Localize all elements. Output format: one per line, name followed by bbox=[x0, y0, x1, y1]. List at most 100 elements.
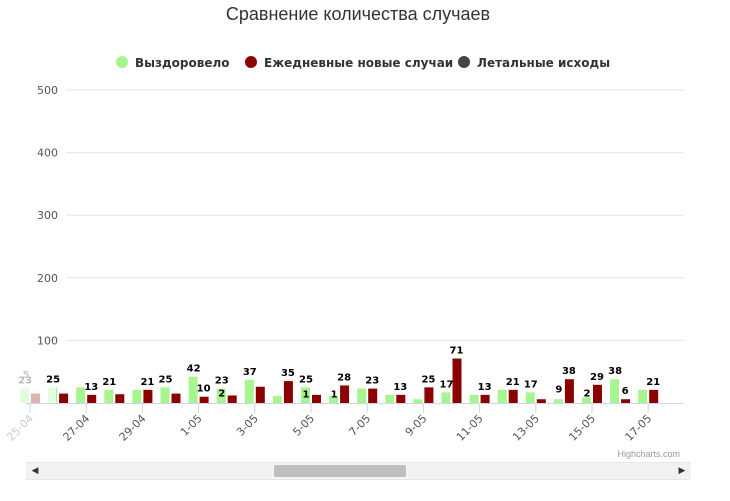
x-tick-label: 29-04 bbox=[117, 412, 149, 444]
bar-new-cases[interactable] bbox=[452, 358, 462, 403]
bar-new-cases[interactable] bbox=[199, 396, 209, 403]
data-label: 28 bbox=[337, 372, 351, 383]
data-label: 25 bbox=[421, 374, 435, 385]
data-label: 25 bbox=[299, 374, 313, 385]
y-tick-label: 400 bbox=[37, 147, 58, 160]
data-label: 35 bbox=[281, 368, 295, 379]
data-label: 23 bbox=[18, 376, 32, 387]
bar-recovered[interactable] bbox=[441, 392, 451, 403]
data-label: 9 bbox=[555, 384, 562, 395]
legend-label-deaths: Летальные исходы bbox=[477, 56, 610, 70]
data-label: 13 bbox=[84, 382, 98, 393]
scrollbar[interactable]: ◀ ▶ bbox=[26, 462, 691, 480]
data-label: 38 bbox=[608, 366, 622, 377]
data-label: 10 bbox=[197, 384, 211, 395]
bar-recovered[interactable] bbox=[76, 387, 86, 403]
legend-label-new-cases: Ежедневные новые случаи bbox=[264, 56, 453, 70]
data-label: 1 bbox=[303, 389, 310, 400]
bar-recovered[interactable] bbox=[525, 392, 535, 403]
bar-new-cases[interactable] bbox=[480, 394, 490, 403]
bar-new-cases[interactable] bbox=[59, 393, 69, 403]
legend-symbol-new-cases bbox=[245, 56, 257, 68]
data-label: 17 bbox=[440, 379, 454, 390]
bar-recovered[interactable] bbox=[160, 387, 170, 403]
bar-new-cases[interactable] bbox=[649, 389, 659, 403]
bar-new-cases[interactable] bbox=[87, 394, 97, 403]
bar-recovered[interactable] bbox=[610, 379, 620, 403]
bar-recovered[interactable] bbox=[244, 379, 254, 403]
scrollbar-thumb[interactable] bbox=[274, 465, 406, 477]
bar-recovered[interactable] bbox=[216, 388, 226, 403]
bar-new-cases[interactable] bbox=[283, 381, 293, 403]
data-label: 13 bbox=[478, 382, 492, 393]
data-label: 23 bbox=[365, 376, 379, 387]
bar-recovered[interactable] bbox=[188, 376, 198, 403]
plot-area bbox=[20, 358, 659, 440]
data-label: 6 bbox=[622, 386, 629, 397]
bar-recovered[interactable] bbox=[357, 388, 367, 403]
x-tick-label: 11-05 bbox=[454, 412, 486, 444]
data-label: 21 bbox=[140, 377, 154, 388]
data-label: 37 bbox=[243, 367, 257, 378]
data-label: 25 bbox=[159, 374, 173, 385]
bar-recovered[interactable] bbox=[132, 389, 142, 403]
bar-recovered[interactable] bbox=[553, 399, 563, 403]
bar-recovered[interactable] bbox=[272, 396, 282, 403]
data-label: 17 bbox=[524, 379, 538, 390]
data-label: 25 bbox=[46, 374, 60, 385]
bar-new-cases[interactable] bbox=[424, 387, 434, 403]
scroll-right-arrow-icon[interactable]: ▶ bbox=[678, 466, 686, 476]
data-label: 71 bbox=[450, 346, 464, 357]
data-label: 1 bbox=[331, 389, 338, 400]
bar-new-cases[interactable] bbox=[368, 388, 378, 403]
bar-new-cases[interactable] bbox=[312, 394, 321, 403]
legend-item-new-cases[interactable]: Ежедневные новые случаи bbox=[245, 56, 453, 70]
x-tick-label: 17-05 bbox=[623, 412, 655, 444]
legend-symbol-recovered bbox=[116, 56, 128, 68]
bar-new-cases[interactable] bbox=[621, 399, 631, 403]
credits[interactable]: Highcharts.com bbox=[617, 449, 680, 459]
bar-new-cases[interactable] bbox=[564, 379, 574, 403]
data-label: 38 bbox=[562, 366, 576, 377]
legend-item-deaths[interactable]: Летальные исходы bbox=[458, 56, 610, 70]
bar-recovered[interactable] bbox=[582, 397, 591, 403]
data-label: 5 bbox=[23, 370, 30, 381]
chart-title: Сравнение количества случаев bbox=[226, 4, 490, 24]
bar-recovered[interactable] bbox=[469, 394, 479, 403]
data-label: 42 bbox=[187, 364, 201, 375]
bar-new-cases[interactable] bbox=[593, 384, 602, 403]
bar-new-cases[interactable] bbox=[227, 395, 237, 403]
bar-recovered[interactable] bbox=[301, 387, 310, 403]
bar-recovered[interactable] bbox=[413, 399, 423, 403]
bar-new-cases[interactable] bbox=[255, 386, 265, 403]
data-label: 13 bbox=[393, 382, 407, 393]
bar-new-cases[interactable] bbox=[115, 394, 125, 403]
scroll-left-arrow-icon[interactable]: ◀ bbox=[31, 466, 39, 476]
bar-new-cases[interactable] bbox=[340, 385, 350, 403]
bar-new-cases[interactable] bbox=[536, 399, 546, 403]
bar-new-cases[interactable] bbox=[143, 389, 153, 403]
y-tick-label: 300 bbox=[37, 209, 58, 222]
data-label: 21 bbox=[506, 377, 520, 388]
x-tick-label: 1-05 bbox=[178, 412, 205, 439]
bar-recovered[interactable] bbox=[104, 389, 114, 403]
legend[interactable]: Выздоровело Ежедневные новые случаи Лета… bbox=[116, 56, 610, 70]
bar-recovered[interactable] bbox=[638, 389, 648, 403]
data-label: 2 bbox=[584, 389, 591, 400]
x-tick-label: 9-05 bbox=[403, 412, 430, 439]
bar-recovered[interactable] bbox=[497, 389, 507, 403]
x-tick-label: 15-05 bbox=[566, 412, 598, 444]
x-tick-label: 27-04 bbox=[61, 412, 93, 444]
bar-new-cases[interactable] bbox=[171, 393, 181, 403]
x-tick-label: 7-05 bbox=[346, 412, 373, 439]
data-label: 21 bbox=[102, 377, 116, 388]
bar-recovered[interactable] bbox=[329, 396, 339, 403]
legend-item-recovered[interactable]: Выздоровело bbox=[116, 56, 230, 70]
legend-label-recovered: Выздоровело bbox=[135, 56, 230, 70]
bar-new-cases[interactable] bbox=[396, 394, 406, 403]
bar-new-cases[interactable] bbox=[508, 389, 518, 403]
bar-recovered[interactable] bbox=[385, 394, 395, 403]
data-label: 2 bbox=[218, 389, 225, 400]
